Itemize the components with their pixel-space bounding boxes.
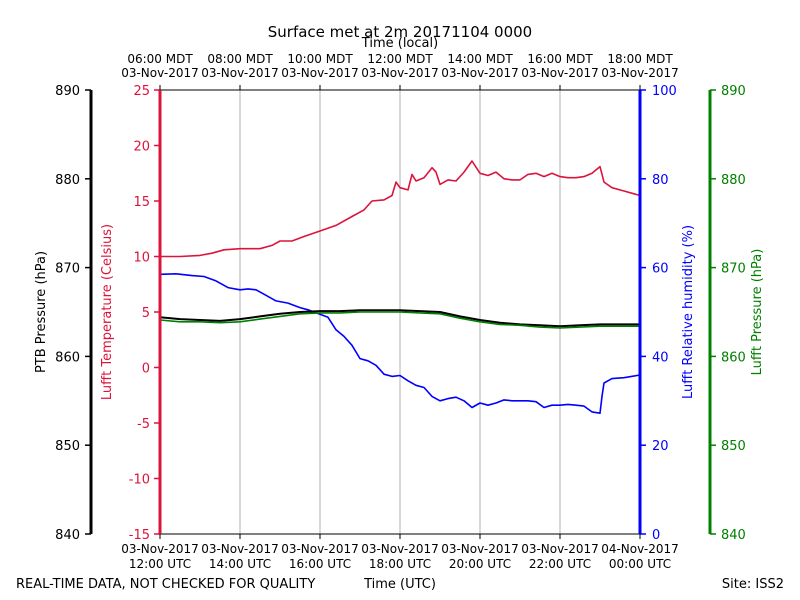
- rh-tick-label: 0: [652, 528, 660, 543]
- tick-labels-layer: 840 850 860 870 880 890 -15 -10 -5 0 5 10 15 20 25 0 20 4…: [55, 52, 746, 571]
- x-tick-label-bottom-time: 12:00 UTC: [129, 557, 191, 571]
- x-tick-label-top-time: 16:00 MDT: [527, 52, 593, 66]
- series-line-lp: [159, 311, 640, 329]
- rh-tick-label: 100: [652, 84, 677, 99]
- x-tick-label-top-date: 03-Nov-2017: [601, 66, 679, 80]
- x-tick-label-top-time: 06:00 MDT: [127, 52, 193, 66]
- ptb-axis-label: PTB Pressure (hPa): [34, 251, 49, 373]
- temp-tick-label: 10: [133, 251, 150, 266]
- lp-tick-label: 840: [721, 528, 746, 543]
- ptb-tick-label: 880: [55, 173, 80, 188]
- x-tick-label-top-time: 08:00 MDT: [207, 52, 273, 66]
- rh-tick-label: 60: [652, 262, 669, 277]
- lp-tick-label: 890: [721, 84, 746, 99]
- rh-tick-label: 40: [652, 350, 669, 365]
- lufft-pressure-axis-label: Lufft Pressure (hPa): [750, 249, 765, 376]
- series-layer: [159, 160, 641, 415]
- x-tick-label-bottom-time: 22:00 UTC: [529, 557, 591, 571]
- series-line-rh: [159, 272, 641, 415]
- lp-tick-label: 870: [721, 262, 746, 277]
- temp-tick-label: 5: [142, 306, 150, 321]
- quality-disclaimer: REAL-TIME DATA, NOT CHECKED FOR QUALITY: [16, 577, 315, 592]
- x-tick-label-top-time: 18:00 MDT: [607, 52, 673, 66]
- ptb-tick-label: 860: [55, 350, 80, 365]
- x-tick-label-bottom-time: 18:00 UTC: [369, 557, 431, 571]
- temp-tick-label: -10: [129, 473, 150, 488]
- x-tick-label-bottom-date: 03-Nov-2017: [361, 542, 439, 556]
- rh-tick-label: 20: [652, 439, 669, 454]
- temp-tick-label: -15: [129, 528, 150, 543]
- x-tick-label-bottom-time: 20:00 UTC: [449, 557, 511, 571]
- x-tick-label-top-date: 03-Nov-2017: [441, 66, 519, 80]
- x-tick-label-bottom-date: 03-Nov-2017: [121, 542, 199, 556]
- temperature-axis-label: Lufft Temperature (Celsius): [100, 224, 115, 400]
- x-tick-label-top-date: 03-Nov-2017: [201, 66, 279, 80]
- lp-tick-label: 860: [721, 350, 746, 365]
- temp-tick-label: 0: [142, 362, 150, 377]
- x-tick-label-top-time: 14:00 MDT: [447, 52, 513, 66]
- x-tick-label-top-time: 12:00 MDT: [367, 52, 433, 66]
- chart-title: Surface met at 2m 20171104 0000: [268, 23, 532, 41]
- humidity-axis-label: Lufft Relative humidity (%): [681, 225, 696, 399]
- x-tick-label-bottom-date: 03-Nov-2017: [441, 542, 519, 556]
- x-tick-label-bottom-date: 03-Nov-2017: [281, 542, 359, 556]
- top-axis-label: Time (local): [361, 36, 438, 51]
- temp-tick-label: 20: [133, 140, 150, 155]
- temp-tick-label: -5: [137, 417, 150, 432]
- site-label: Site: ISS2: [722, 577, 784, 592]
- x-tick-label-bottom-date: 03-Nov-2017: [521, 542, 599, 556]
- axes-layer: [85, 85, 716, 539]
- rh-tick-label: 80: [652, 173, 669, 188]
- x-tick-label-top-date: 03-Nov-2017: [121, 66, 199, 80]
- temp-tick-label: 25: [133, 84, 150, 99]
- x-tick-label-top-date: 03-Nov-2017: [281, 66, 359, 80]
- x-tick-label-bottom-date: 04-Nov-2017: [601, 542, 679, 556]
- lp-tick-label: 850: [721, 439, 746, 454]
- temp-tick-label: 15: [133, 195, 150, 210]
- x-tick-label-bottom-time: 00:00 UTC: [609, 557, 671, 571]
- ptb-tick-label: 850: [55, 439, 80, 454]
- ptb-tick-label: 870: [55, 262, 80, 277]
- lp-tick-label: 880: [721, 173, 746, 188]
- x-tick-label-bottom-time: 16:00 UTC: [289, 557, 351, 571]
- x-tick-label-top-date: 03-Nov-2017: [521, 66, 599, 80]
- x-tick-label-bottom-time: 14:00 UTC: [209, 557, 271, 571]
- ptb-tick-label: 890: [55, 84, 80, 99]
- series-line-ptb: [159, 309, 640, 328]
- bottom-axis-label: Time (UTC): [363, 577, 436, 592]
- x-tick-label-top-date: 03-Nov-2017: [361, 66, 439, 80]
- x-tick-label-top-time: 10:00 MDT: [287, 52, 353, 66]
- series-line-temp: [160, 160, 641, 258]
- ptb-tick-label: 840: [55, 528, 80, 543]
- x-tick-label-bottom-date: 03-Nov-2017: [201, 542, 279, 556]
